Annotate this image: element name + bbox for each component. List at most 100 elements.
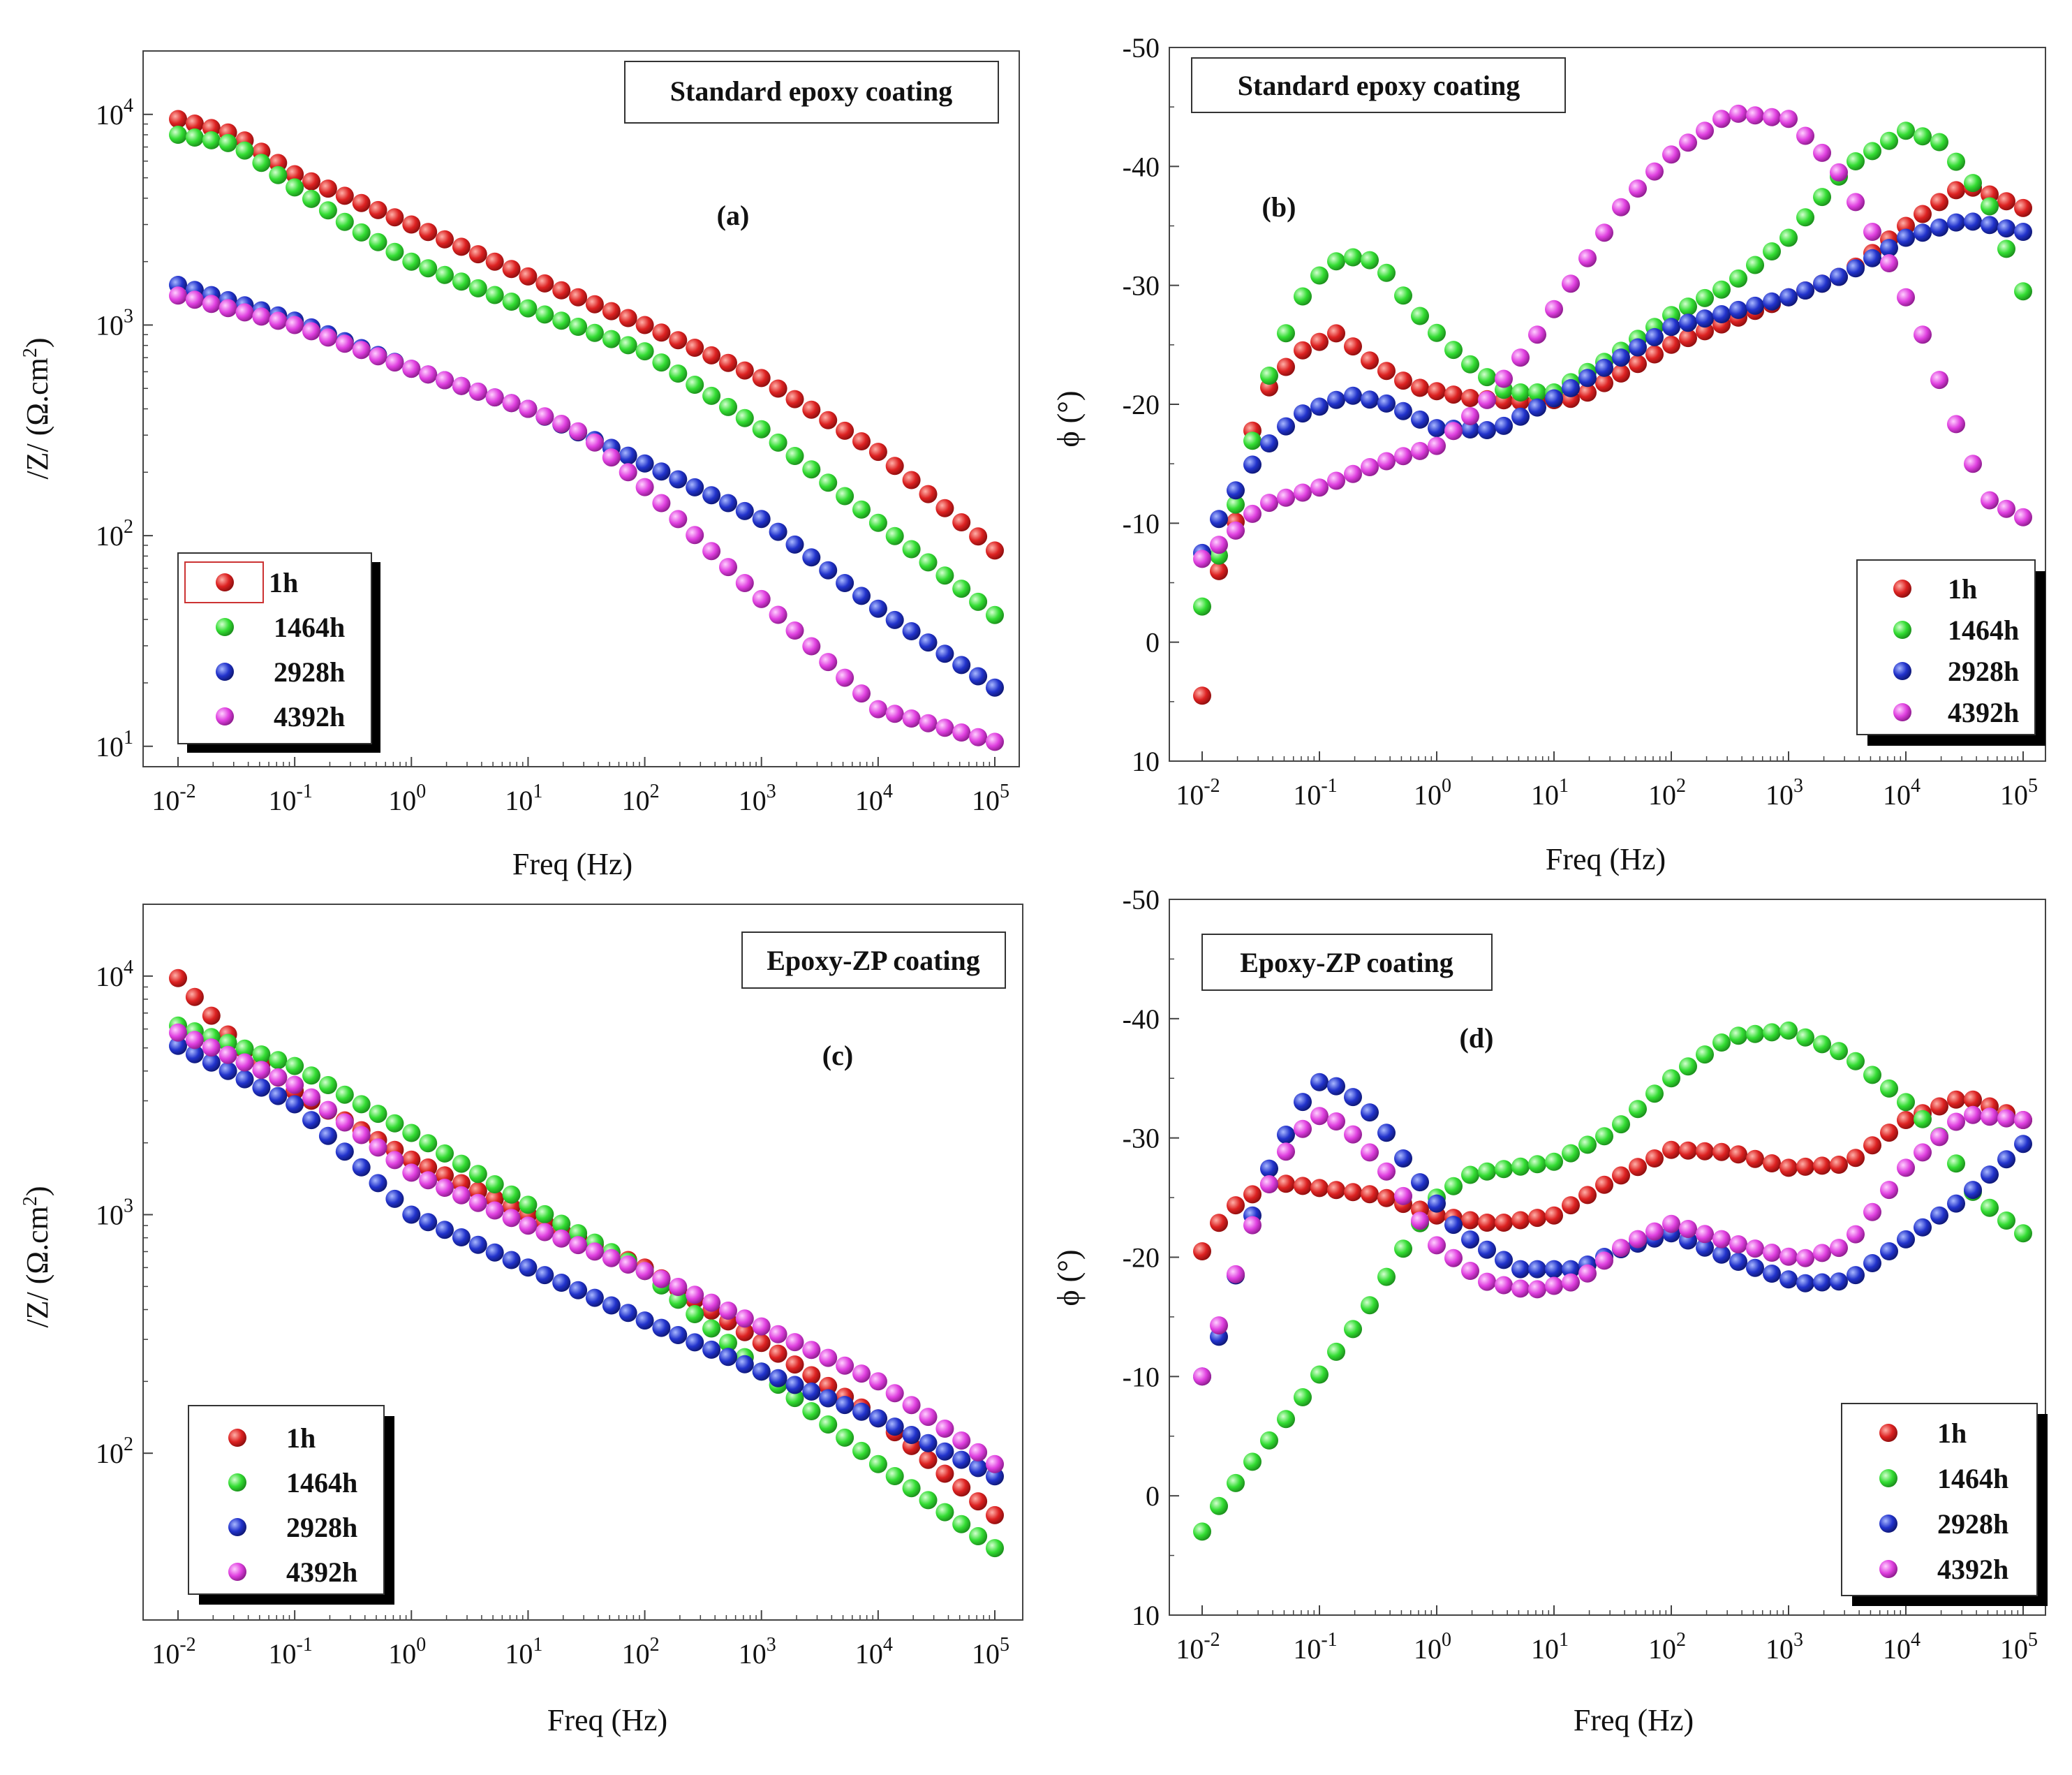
data-point-1h	[1277, 358, 1295, 376]
data-point-2928h	[1981, 1165, 1999, 1184]
data-point-4392h	[969, 728, 988, 746]
data-point-4392h	[1377, 452, 1396, 471]
legend-marker-b-1464h	[1893, 621, 1911, 639]
data-point-4392h	[569, 1236, 588, 1255]
data-point-1h	[419, 1158, 438, 1177]
y-tick-label: 10	[1132, 746, 1160, 777]
data-point-4392h	[902, 709, 921, 728]
data-point-1464h	[935, 1503, 954, 1522]
data-point-2928h	[802, 548, 821, 567]
data-point-4392h	[1193, 1367, 1211, 1386]
data-point-1h	[1545, 1206, 1563, 1225]
x-tick-label: 104	[855, 1634, 893, 1670]
data-point-2928h	[1930, 1206, 1948, 1225]
data-point-2928h	[1277, 1126, 1295, 1144]
data-point-1h	[935, 1464, 954, 1483]
data-point-1464h	[852, 1441, 871, 1460]
data-point-1464h	[735, 408, 754, 427]
data-points-c	[169, 968, 1004, 1558]
data-point-2928h	[1528, 1260, 1546, 1279]
title-box-a	[624, 61, 999, 124]
legend-label-d-1h: 1h	[1937, 1417, 1967, 1449]
data-point-1464h	[202, 131, 221, 149]
chart-title-a: Standard epoxy coating	[670, 75, 953, 107]
data-point-4392h	[1729, 1235, 1747, 1253]
data-point-1464h	[969, 1527, 988, 1545]
data-point-1464h	[1729, 269, 1747, 288]
x-axis-title-b: Freq (Hz)	[1546, 842, 1666, 876]
data-point-1464h	[1863, 1066, 1881, 1084]
data-point-1464h	[669, 1290, 688, 1309]
x-ticks-a: 10-2 10-1 100 101 102 103 104 105	[151, 757, 1009, 816]
data-point-2928h	[1813, 1273, 1831, 1292]
y-tick-label: -20	[1123, 389, 1160, 420]
data-point-2928h	[1947, 213, 1965, 232]
legend-marker-a-4392h	[216, 707, 234, 726]
data-point-2928h	[885, 610, 904, 629]
data-point-4392h	[1947, 1112, 1965, 1131]
data-point-1h	[1645, 345, 1664, 364]
data-point-4392h	[669, 1278, 688, 1296]
x-axis-title-c: Freq (Hz)	[547, 1703, 667, 1737]
data-point-1h	[1578, 383, 1597, 402]
data-point-1464h	[1310, 266, 1329, 285]
data-point-2928h	[1779, 288, 1798, 307]
legend-marker-a-1464h	[216, 618, 234, 636]
data-point-1464h	[1981, 1198, 1999, 1217]
data-point-2928h	[1712, 305, 1731, 323]
data-point-1464h	[1210, 1496, 1228, 1515]
plot-frame-c	[142, 904, 1023, 1621]
data-point-1h	[669, 331, 688, 350]
data-point-1464h	[1947, 1154, 1965, 1173]
y-tick-label: -40	[1123, 1003, 1160, 1035]
data-point-4392h	[986, 1454, 1004, 1473]
data-point-1h	[1930, 193, 1948, 212]
data-point-1464h	[1478, 368, 1496, 387]
y-tick-label: 101	[96, 727, 133, 763]
data-point-1464h	[269, 1051, 288, 1070]
legend-box-a	[177, 552, 372, 744]
x-axis-title-a: Freq (Hz)	[512, 847, 632, 881]
data-point-1464h	[1645, 1084, 1664, 1103]
data-point-2928h	[686, 478, 704, 496]
data-point-1h	[1377, 362, 1396, 381]
data-point-1464h	[719, 1334, 737, 1353]
data-point-4392h	[1847, 193, 1865, 212]
data-point-1h	[1612, 1166, 1630, 1185]
data-point-1h	[1428, 382, 1446, 401]
legend-label-c-1464h: 1464h	[286, 1467, 357, 1498]
data-point-4392h	[735, 574, 754, 592]
data-point-4392h	[202, 295, 221, 314]
data-point-4392h	[1930, 1128, 1948, 1147]
x-tick-label: 100	[388, 781, 426, 816]
data-point-4392h	[802, 637, 821, 656]
data-point-2928h	[1310, 397, 1329, 416]
data-point-2928h	[1327, 1077, 1345, 1096]
data-point-1464h	[1696, 1045, 1714, 1064]
data-point-1464h	[1444, 1177, 1463, 1195]
x-tick-label: 10-1	[268, 781, 312, 816]
data-point-1h	[785, 390, 804, 408]
data-point-4392h	[185, 290, 204, 309]
x-tick-label: 101	[505, 1634, 542, 1670]
data-point-1464h	[235, 1039, 254, 1058]
legend-d: 1h 1464h 2928h 4392h	[1841, 1403, 2048, 1606]
data-point-2928h	[819, 561, 838, 580]
data-point-1464h	[1511, 1157, 1530, 1176]
data-point-1h	[752, 369, 771, 388]
data-point-2928h	[1461, 420, 1479, 439]
data-point-1h	[1612, 364, 1630, 383]
legend-marker-c-1464h	[228, 1473, 246, 1492]
data-point-4392h	[385, 353, 404, 372]
data-point-1464h	[286, 178, 304, 197]
legend-marker-a-1h	[216, 573, 234, 591]
data-point-2928h	[1880, 239, 1898, 258]
data-point-1464h	[419, 259, 438, 278]
data-point-4392h	[1210, 536, 1228, 554]
data-point-4392h	[585, 433, 604, 452]
data-point-2928h	[1545, 1260, 1563, 1279]
data-point-1464h	[902, 540, 921, 559]
y-axis-title-d: ϕ (°)	[1051, 1249, 1086, 1306]
data-point-1h	[702, 346, 721, 364]
data-point-1h	[1914, 205, 1932, 223]
